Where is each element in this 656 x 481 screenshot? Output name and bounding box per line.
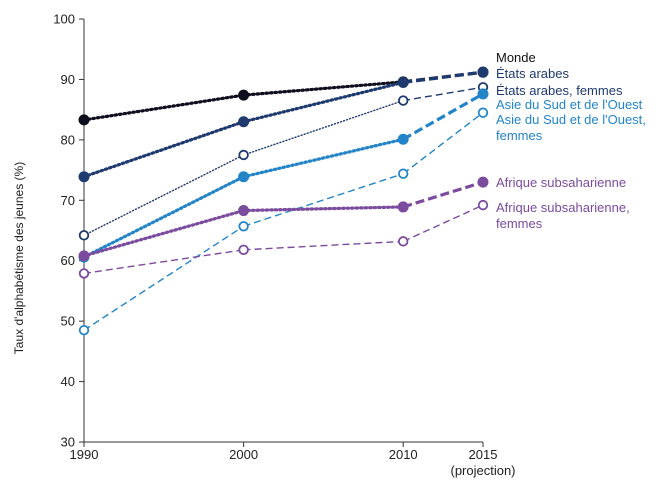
series-segment	[243, 240, 404, 251]
data-point	[238, 221, 249, 232]
data-point	[78, 114, 90, 126]
x-tick-label: 1990	[70, 447, 99, 462]
x-tick-sublabel: (projection)	[450, 463, 515, 478]
series-segment	[83, 154, 245, 237]
data-point	[477, 199, 489, 211]
data-point	[238, 89, 250, 101]
data-point	[398, 95, 409, 106]
series-2	[78, 66, 489, 183]
series-segment	[242, 80, 405, 97]
legend-label: Asie du Sud et de l'Ouest	[496, 97, 643, 112]
y-axis-label: Taux d'alphabétisme des jeunes (%)	[12, 162, 26, 354]
legend-label: femmes	[496, 216, 543, 231]
x-tick-label: 2010	[389, 447, 418, 462]
series-4	[78, 88, 489, 263]
series-3	[78, 82, 489, 241]
legend-label: États arabes, femmes	[496, 83, 623, 98]
data-point	[78, 325, 90, 336]
y-tick-label: 90	[61, 72, 75, 87]
series-segment	[82, 120, 246, 179]
data-point	[477, 107, 489, 118]
series-segment	[402, 70, 484, 85]
y-tick-label: 80	[61, 132, 75, 147]
series-segment	[82, 208, 246, 258]
data-point	[397, 201, 409, 213]
data-point	[477, 88, 489, 100]
y-tick-label: 70	[61, 193, 75, 208]
series-segment	[242, 99, 404, 156]
legend-label: Afrique subsaharienne	[496, 175, 626, 190]
y-tick-label: 100	[53, 12, 75, 27]
series-5	[78, 107, 489, 336]
y-tick-label: 30	[61, 435, 75, 450]
series-segment	[243, 173, 404, 227]
series-segment	[83, 225, 244, 331]
data-point	[477, 176, 489, 188]
legend-label: Monde	[496, 50, 536, 65]
series-7	[78, 199, 489, 279]
data-point	[78, 268, 90, 279]
data-point	[238, 244, 249, 256]
series-segment	[242, 137, 405, 179]
y-tick-label: 50	[61, 314, 75, 329]
y-tick-label: 60	[61, 253, 75, 268]
series-segment	[242, 205, 405, 213]
data-point	[477, 66, 489, 78]
legend-label: Asie du Sud et de l'Ouest,	[496, 112, 646, 127]
series-segment	[402, 112, 484, 175]
legend-label: Afrique subsaharienne,	[496, 200, 630, 215]
series-segment	[82, 175, 246, 259]
legend-label: États arabes	[496, 66, 569, 81]
data-point	[238, 116, 250, 128]
series-group	[78, 66, 489, 336]
data-point	[398, 236, 409, 247]
series-segment	[82, 93, 246, 122]
data-point	[238, 205, 250, 217]
series-segment	[83, 249, 244, 275]
data-point	[238, 149, 249, 161]
data-point	[78, 250, 90, 262]
legend-label: femmes	[496, 128, 543, 143]
data-point	[78, 171, 90, 183]
data-point	[397, 133, 409, 145]
series-segment	[402, 92, 484, 141]
series-6	[78, 176, 489, 262]
series-segment	[402, 180, 484, 209]
data-point	[397, 76, 409, 88]
data-point	[398, 168, 409, 179]
x-tick-label: 2015	[469, 447, 498, 462]
y-tick-label: 40	[61, 374, 75, 389]
data-point	[78, 230, 90, 241]
series-segment	[403, 86, 484, 102]
x-tick-label: 2000	[229, 447, 258, 462]
series-segment	[402, 204, 484, 243]
axes: 30 40 50 60 70 80 90 100 1990 2000 2010 2015(projec…	[53, 12, 515, 479]
series-segment	[242, 80, 405, 124]
data-point	[238, 171, 250, 183]
